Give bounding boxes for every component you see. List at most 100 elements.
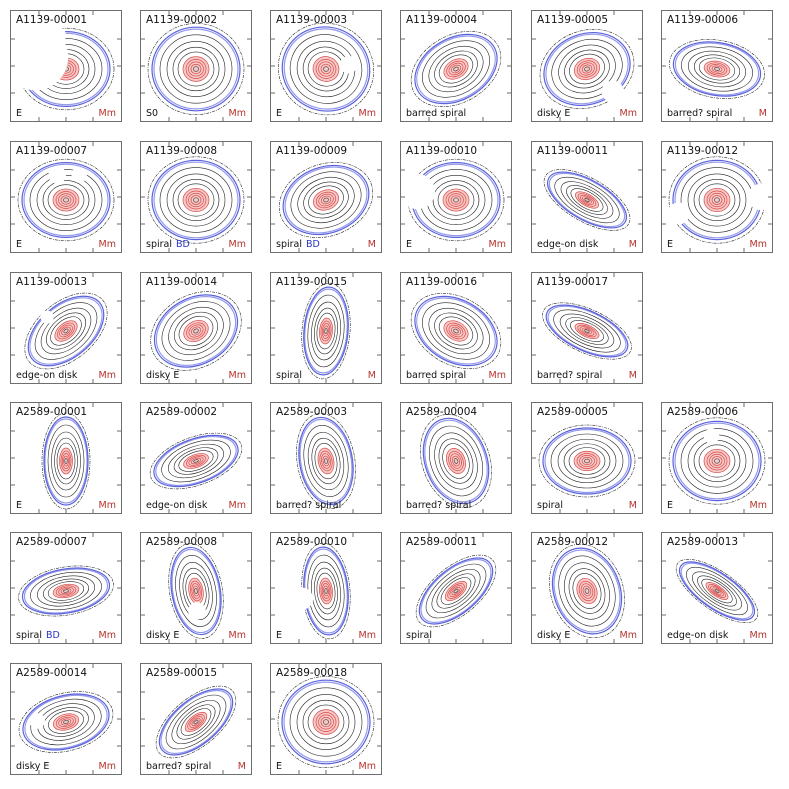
core-isophote (577, 193, 597, 207)
morphology-text: disky E (146, 630, 180, 641)
contour-plot (401, 533, 511, 643)
outer-isophote (24, 694, 108, 750)
nucleus (323, 719, 329, 725)
core-isophote (186, 454, 206, 468)
morphology-label: E (667, 239, 673, 250)
isophote (681, 46, 753, 92)
outer-isophote (411, 161, 501, 239)
morphology-text: E (16, 500, 23, 511)
outer-isophote (551, 547, 623, 635)
bd-tag: BD (46, 630, 60, 641)
core-isophote (320, 580, 332, 602)
isophote (316, 572, 336, 610)
merger-flag: M (367, 239, 376, 250)
morphology-label: E (16, 239, 22, 250)
nucleus (453, 458, 459, 464)
core-isophote (709, 64, 725, 74)
noise-isophote (542, 302, 632, 360)
isophote (182, 567, 210, 615)
nucleus (714, 197, 720, 203)
merger-flag: Mm (619, 108, 637, 119)
morphology-label: edge-on disk (537, 239, 598, 250)
core-isophote (711, 195, 723, 205)
core-isophote (190, 63, 202, 75)
bd-tag: BD (306, 239, 320, 250)
core-isophote (188, 61, 204, 77)
merger-flag: Mm (749, 500, 767, 511)
morphology-label: disky E (146, 630, 179, 641)
isophote (178, 450, 214, 472)
core-isophote (58, 62, 74, 76)
outer-isophote (158, 688, 234, 756)
isophote (554, 176, 620, 224)
core-isophote (445, 191, 467, 209)
galaxy-panel: A1139-00006 barred? spiral M (661, 10, 773, 122)
isophote (314, 567, 338, 615)
outer-isophote (420, 558, 492, 624)
core-isophote (318, 193, 334, 207)
isophote (165, 694, 227, 750)
galaxy-panel: A1139-00012 E Mm (661, 141, 773, 253)
contour-plot (662, 142, 772, 252)
contour-plot (141, 273, 251, 383)
core-isophote (321, 453, 331, 469)
isophote (563, 562, 611, 620)
core-isophote (444, 580, 468, 602)
isophote (440, 577, 472, 605)
galaxy-id: A1139-00004 (406, 14, 478, 26)
morphology-label: spiral BD (276, 239, 320, 250)
core-isophote (59, 324, 73, 338)
contour-plot (11, 11, 121, 121)
isophote (429, 425, 483, 497)
morphology-text: edge-on disk (667, 630, 729, 641)
noise-isophote (538, 424, 636, 498)
core-isophote (580, 583, 594, 599)
galaxy-panel: A2589-00002 edge-on disk Mm (140, 402, 252, 514)
core-isophote (315, 59, 337, 79)
outer-isophote (544, 428, 630, 494)
noise-isophote (301, 542, 351, 640)
noise-isophote (277, 676, 375, 768)
galaxy-panel: A1139-00015 spiral M (270, 272, 382, 384)
core-isophote (450, 195, 462, 205)
galaxy-id: A2589-00011 (406, 536, 478, 548)
core-isophote (576, 60, 598, 78)
contour-plot (401, 273, 511, 383)
morphology-label: E (16, 108, 22, 119)
contour-plot (662, 533, 772, 643)
galaxy-panel: A1139-00005 disky E Mm (531, 10, 643, 122)
morphology-label: spiral (276, 370, 302, 381)
outer-isophote (283, 681, 369, 763)
isophote (437, 184, 475, 216)
isophote (296, 694, 356, 750)
isophote (179, 562, 213, 620)
isophote (168, 306, 224, 356)
core-isophote (323, 585, 329, 597)
contour-plot (11, 403, 121, 513)
merger-flag: Mm (358, 630, 376, 641)
bd-tag: BD (176, 239, 190, 250)
morphology-text: E (667, 239, 674, 250)
isophote (185, 572, 207, 610)
morphology-text: spiral (537, 500, 563, 511)
isophote (680, 428, 754, 494)
galaxy-id: A1139-00012 (667, 145, 739, 157)
contour-plot (271, 11, 381, 121)
outer-isophote (153, 434, 239, 488)
contour-plot (11, 664, 121, 774)
morphology-label: spiral BD (146, 239, 190, 250)
isophote (30, 571, 102, 611)
core-isophote (55, 585, 77, 597)
morphology-text: disky E (16, 761, 50, 772)
noise-isophote (669, 39, 765, 99)
core-isophote (448, 193, 464, 207)
contour-plot (271, 403, 381, 513)
isophote (436, 573, 476, 609)
outer-isophote (155, 435, 237, 487)
merger-flag: Mm (228, 500, 246, 511)
nucleus (584, 329, 590, 333)
outer-isophote (674, 42, 760, 96)
galaxy-panel: A1139-00002 S0 Mm (140, 10, 252, 122)
isophote (568, 447, 606, 475)
noise-isophote (17, 27, 115, 111)
